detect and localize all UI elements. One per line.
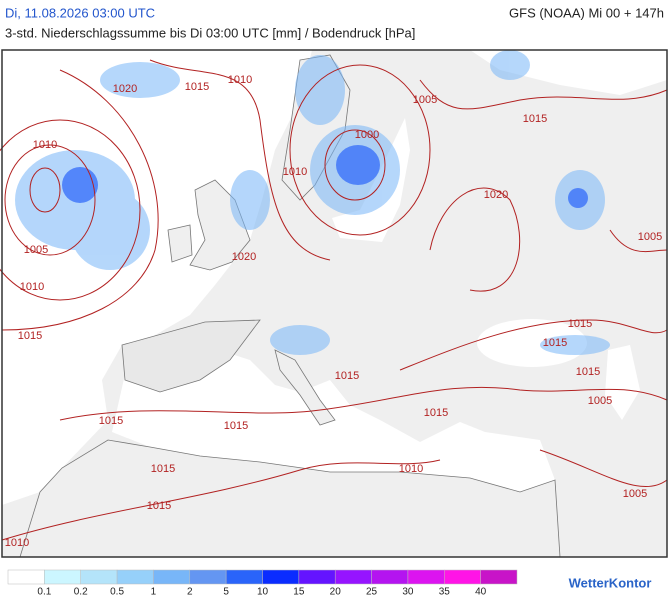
- isobar-label: 1005: [623, 488, 647, 500]
- heavy-precipitation: [62, 145, 588, 208]
- iberia: [121, 319, 261, 393]
- isobar-label: 1015: [151, 463, 175, 475]
- legend-swatch: [444, 569, 481, 585]
- legend-swatch: [153, 569, 191, 585]
- legend-label: 40: [475, 587, 487, 598]
- legend-label: 35: [439, 587, 451, 598]
- isobar-label: 1010: [33, 139, 57, 151]
- legend-label: 5: [223, 587, 229, 598]
- isobar-label: 1015: [99, 415, 123, 427]
- isobar-label: 1010: [5, 537, 29, 549]
- legend-swatch: [225, 569, 263, 585]
- legend-label: 30: [402, 587, 414, 598]
- caspian: [605, 345, 640, 420]
- isobar-label: 1015: [568, 318, 592, 330]
- black-sea: [477, 319, 587, 367]
- legend-swatch: [480, 569, 518, 585]
- ireland: [167, 224, 193, 263]
- isobar-label: 1005: [638, 231, 662, 243]
- legend-label: 15: [293, 587, 305, 598]
- isobar-label: 1020: [484, 189, 508, 201]
- map-frame: [1, 49, 668, 558]
- isobar-label: 1015: [424, 407, 448, 419]
- isobar-label: 1010: [228, 74, 252, 86]
- legend-swatch: [371, 569, 409, 585]
- isobar-label: 1015: [18, 330, 42, 342]
- legend-label: 10: [257, 587, 269, 598]
- isobar-label: 1015: [523, 113, 547, 125]
- legend-swatch: [189, 569, 227, 585]
- isobar-label: 1010: [20, 281, 44, 293]
- isobar-label: 1005: [24, 244, 48, 256]
- isobar-label: 1015: [576, 366, 600, 378]
- isobar-label: 1010: [399, 463, 423, 475]
- legend-swatch: [116, 569, 154, 585]
- isobars: [0, 59, 668, 541]
- legend-swatch: [44, 569, 81, 585]
- date-label: Di, 11.08.2026 03:00 UTC: [5, 5, 155, 20]
- isobar-label: 1015: [224, 420, 248, 432]
- isobar-label: 1010: [283, 166, 307, 178]
- model-label: GFS (NOAA) Mi 00 + 147h: [509, 5, 664, 20]
- isobar-label: 1020: [113, 83, 137, 95]
- legend-label: 20: [330, 587, 342, 598]
- isobar-label: 1000: [355, 129, 379, 141]
- isobar-label: 1015: [147, 500, 171, 512]
- isobar-label: 1020: [232, 251, 256, 263]
- isobar-label: 1015: [335, 370, 359, 382]
- legend-label: 1: [151, 587, 157, 598]
- isobar-label: 1005: [413, 94, 437, 106]
- legend-swatch: [298, 569, 336, 585]
- legend-label: 0.2: [74, 587, 88, 598]
- isobar-label: 1005: [588, 395, 612, 407]
- legend-label: 2: [187, 587, 193, 598]
- isobar-label: 1015: [185, 81, 209, 93]
- legend-swatch: [407, 569, 445, 585]
- africa: [19, 439, 561, 558]
- map: 1010 1015 1020 1005 1015 1000 1010 1010 1020 1005…: [0, 49, 668, 558]
- legend-swatch: [262, 569, 300, 585]
- legend-label: 25: [366, 587, 378, 598]
- legend-label: 0.1: [37, 587, 51, 598]
- legend-swatch: [80, 569, 118, 585]
- subtitle: 3-std. Niederschlagssumme bis Di 03:00 U…: [5, 25, 415, 40]
- italy: [274, 349, 336, 426]
- isobar-label: 1015: [543, 337, 567, 349]
- logo: WetterKontor: [569, 575, 652, 590]
- legend-swatch: [334, 569, 372, 585]
- legend-label: 0.5: [110, 587, 124, 598]
- legend-swatch: [7, 569, 45, 585]
